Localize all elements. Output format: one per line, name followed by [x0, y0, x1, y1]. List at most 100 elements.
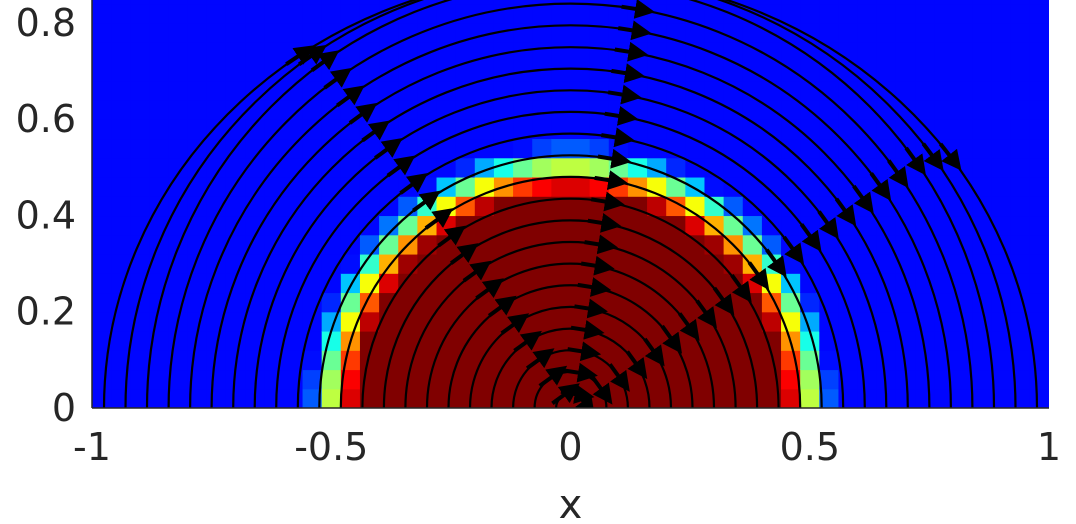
heatmap-cell — [130, 369, 151, 390]
stream-arrow — [525, 348, 555, 370]
heatmap-cell — [206, 99, 227, 120]
stream-arrow — [462, 260, 492, 283]
heatmap-cell — [685, 22, 706, 43]
heatmap-cell — [819, 22, 840, 43]
heatmap-cell — [187, 176, 208, 197]
heatmap-cell — [819, 0, 840, 5]
heatmap-cell — [474, 22, 495, 43]
heatmap-cell — [168, 80, 189, 101]
heatmap-cell — [1010, 0, 1031, 5]
heatmap-cell — [723, 388, 744, 408]
heatmap-cell — [513, 80, 533, 101]
stream-arrow — [869, 172, 892, 201]
heatmap-cell — [781, 3, 801, 24]
heatmap-cell — [264, 80, 284, 101]
heatmap-cell — [92, 273, 112, 294]
stream-arrow — [887, 159, 909, 189]
heatmap-cell — [283, 22, 304, 43]
heatmap-cell — [245, 234, 265, 255]
heatmap-cell — [493, 22, 514, 43]
heatmap-cell — [915, 215, 935, 236]
heatmap-cell — [589, 61, 610, 82]
heatmap-cell — [92, 176, 112, 197]
heatmap-cell — [168, 42, 189, 62]
heatmap-cell — [264, 369, 284, 390]
heatmap-cell — [608, 273, 629, 294]
heatmap-cell — [436, 253, 457, 274]
heatmap-cell — [991, 388, 1012, 408]
heatmap-cell — [149, 253, 170, 274]
heatmap-cell — [915, 0, 935, 5]
heatmap-cell — [168, 3, 189, 24]
heatmap-cell — [991, 3, 1012, 24]
heatmap-cell — [245, 3, 265, 24]
streamline — [210, 45, 931, 408]
heatmap-cell — [417, 80, 438, 101]
heatmap-cell — [321, 119, 342, 140]
heatmap-cell — [92, 61, 112, 82]
heatmap-cell — [819, 350, 840, 371]
stream-arrow — [643, 337, 665, 367]
heatmap-cell — [168, 61, 189, 82]
stream-arrow — [399, 172, 428, 195]
heatmap-cell — [245, 292, 265, 313]
heatmap-cell — [149, 196, 170, 217]
heatmap-cell — [340, 176, 361, 197]
heatmap-cell — [800, 196, 820, 217]
heatmap-cell — [915, 22, 935, 43]
heatmap-cell — [1010, 273, 1031, 294]
heatmap-cell — [206, 234, 227, 255]
heatmap-cell — [245, 0, 265, 5]
heatmap-cell — [92, 234, 112, 255]
heatmap-cell — [206, 369, 227, 390]
heatmap-cell — [359, 0, 380, 5]
streamline — [361, 197, 780, 408]
stream-arrow — [424, 208, 454, 230]
heatmap-cell — [436, 350, 457, 371]
heatmap-cell — [532, 157, 552, 178]
heatmap-cell — [1029, 369, 1049, 390]
heatmap-cell — [761, 176, 782, 197]
heatmap-cell — [379, 80, 399, 101]
heatmap-cell — [283, 330, 304, 351]
heatmap-cell — [398, 273, 418, 294]
heatmap-cell — [130, 3, 151, 24]
heatmap-cell — [321, 292, 342, 313]
heatmap-cell — [513, 388, 533, 408]
heatmap-cell — [455, 292, 476, 313]
streamline — [425, 262, 716, 408]
heatmap-cell — [1029, 99, 1049, 120]
heatmap-cell — [876, 22, 897, 43]
heatmap-cell — [130, 388, 151, 408]
heatmap-cell — [130, 138, 151, 159]
heatmap-cell — [608, 330, 629, 351]
heatmap-cell — [493, 42, 514, 62]
heatmap-cell — [493, 350, 514, 371]
heatmap-cell — [1010, 330, 1031, 351]
heatmap-cell — [838, 311, 859, 332]
heatmap-cell — [800, 292, 820, 313]
heatmap-cell — [685, 215, 706, 236]
heatmap-cell — [359, 253, 380, 274]
heatmap-cell — [130, 196, 151, 217]
heatmap-cell — [92, 330, 112, 351]
heatmap-cell — [685, 119, 706, 140]
heatmap-cell — [474, 80, 495, 101]
heatmap-cell — [819, 176, 840, 197]
heatmap-cell — [666, 80, 686, 101]
heatmap-cell — [206, 215, 227, 236]
heatmap-cell — [704, 350, 725, 371]
heatmap-cell — [379, 42, 399, 62]
heatmap-cell — [857, 119, 878, 140]
heatmap-cell — [187, 273, 208, 294]
y-tick-label: 0.4 — [16, 193, 76, 237]
heatmap-cell — [340, 388, 361, 408]
heatmap-cell — [379, 176, 399, 197]
heatmap-cell — [666, 42, 686, 62]
heatmap-cell — [608, 350, 629, 371]
heatmap-cell — [283, 234, 304, 255]
stream-arrow — [597, 148, 632, 169]
heatmap-cell — [532, 215, 552, 236]
heatmap-cell — [838, 157, 859, 178]
heatmap-cell — [130, 234, 151, 255]
